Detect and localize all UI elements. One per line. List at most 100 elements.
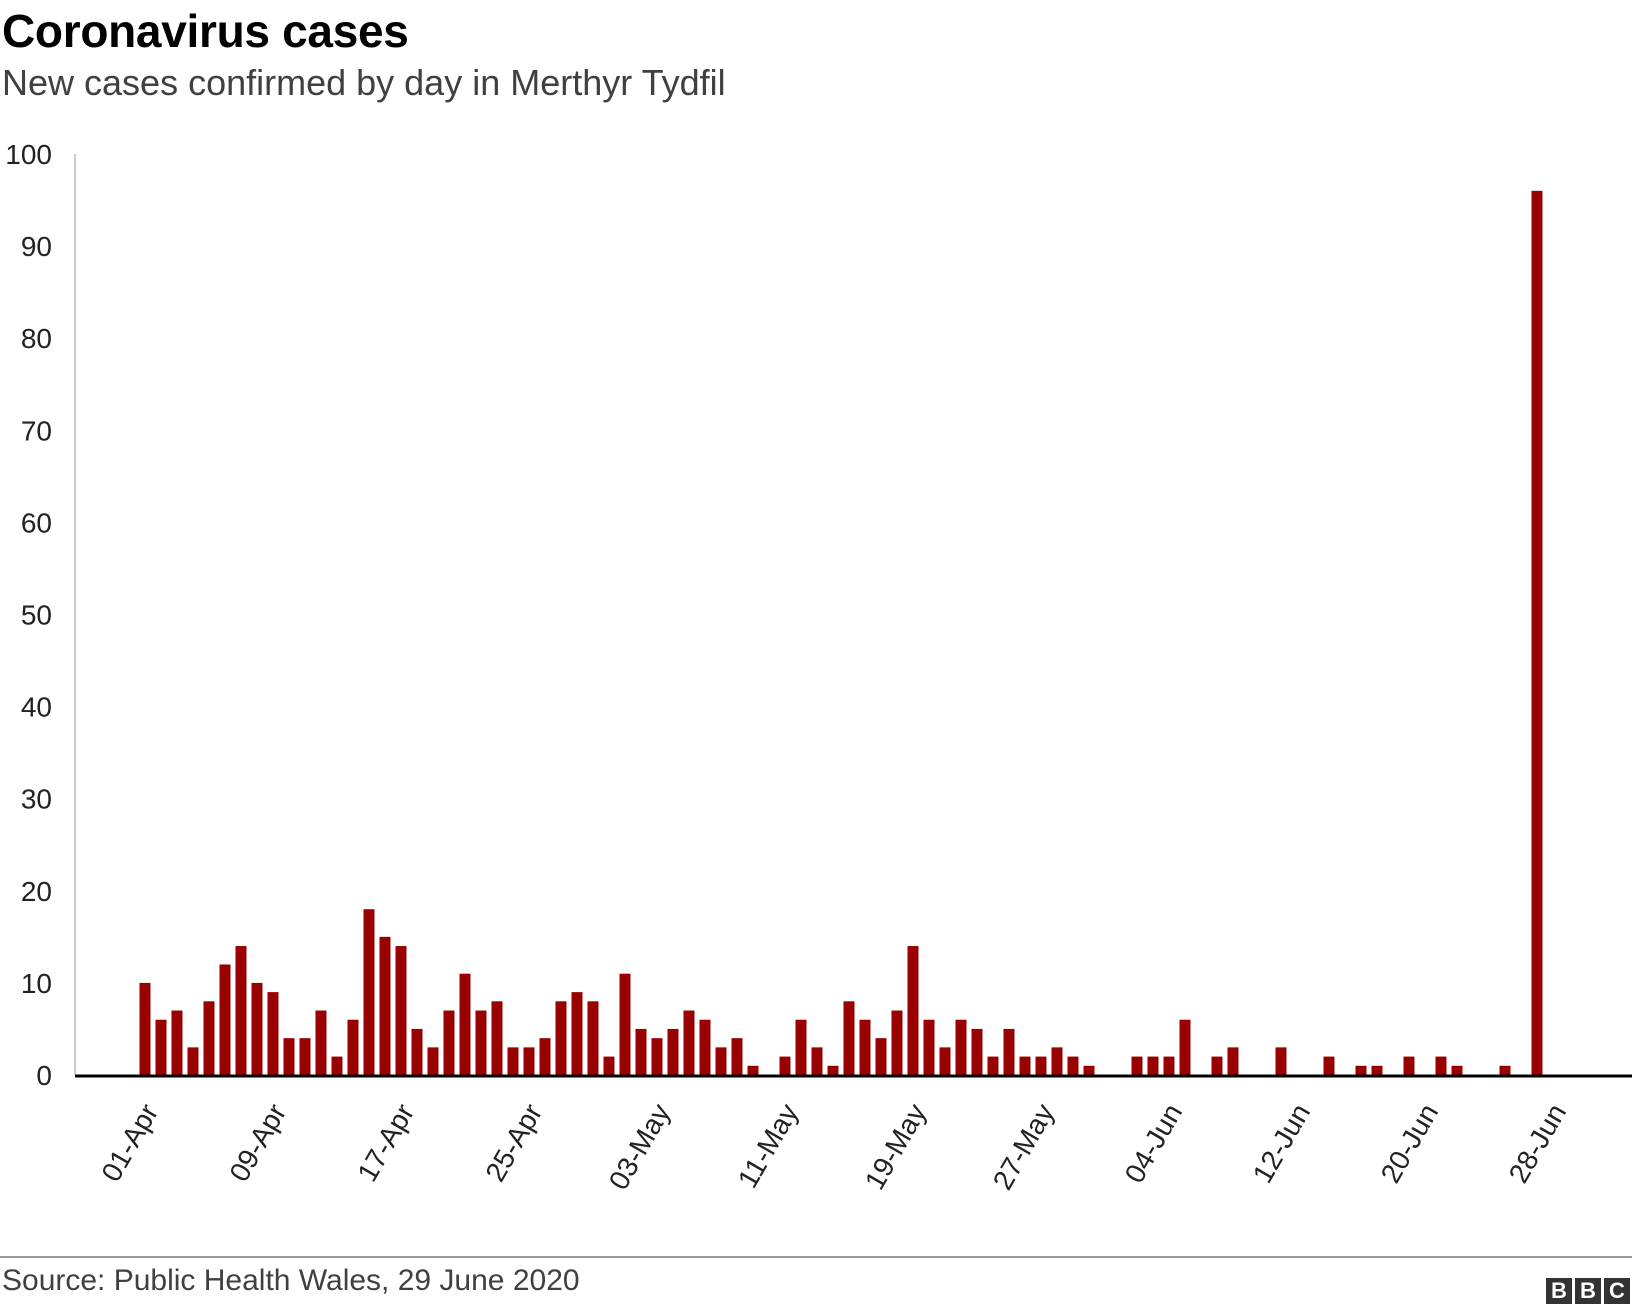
bar bbox=[187, 1047, 199, 1075]
bar bbox=[923, 1019, 935, 1075]
bar bbox=[347, 1019, 359, 1075]
bar bbox=[363, 909, 375, 1075]
bar bbox=[635, 1028, 647, 1075]
bar-chart: 0 10 20 30 40 50 60 70 80 90 100 01-Apr 09-Apr 17-Apr… bbox=[5, 139, 1632, 1195]
footer-divider bbox=[0, 1256, 1632, 1258]
bar bbox=[1003, 1028, 1015, 1075]
bar bbox=[395, 946, 407, 1075]
bar bbox=[1147, 1056, 1159, 1075]
bar bbox=[379, 936, 391, 1075]
y-tick-label: 50 bbox=[21, 600, 52, 631]
x-tick-label: 20-Jun bbox=[1375, 1099, 1445, 1189]
y-tick-label: 40 bbox=[21, 692, 52, 723]
chart-subtitle: New cases confirmed by day in Merthyr Ty… bbox=[2, 62, 726, 103]
bar bbox=[507, 1047, 519, 1075]
bar bbox=[1499, 1065, 1511, 1075]
bar bbox=[523, 1047, 535, 1075]
bar bbox=[1035, 1056, 1047, 1075]
x-tick-label: 09-Apr bbox=[223, 1099, 292, 1187]
bar bbox=[571, 992, 583, 1075]
bar bbox=[299, 1038, 311, 1075]
bar bbox=[411, 1028, 423, 1075]
bar bbox=[1435, 1056, 1447, 1075]
bar bbox=[315, 1010, 327, 1075]
bar bbox=[747, 1065, 759, 1075]
bar bbox=[683, 1010, 695, 1075]
chart-title: Coronavirus cases bbox=[2, 5, 409, 57]
bar bbox=[955, 1019, 967, 1075]
bar bbox=[1275, 1047, 1287, 1075]
bar bbox=[875, 1038, 887, 1075]
bar bbox=[811, 1047, 823, 1075]
bar bbox=[859, 1019, 871, 1075]
bar bbox=[699, 1019, 711, 1075]
bar bbox=[715, 1047, 727, 1075]
source-note: Source: Public Health Wales, 29 June 202… bbox=[2, 1264, 580, 1297]
bar bbox=[891, 1010, 903, 1075]
bar bbox=[475, 1010, 487, 1075]
x-tick-label: 12-Jun bbox=[1247, 1099, 1317, 1189]
y-tick-label: 90 bbox=[21, 231, 52, 262]
x-tick-label: 01-Apr bbox=[95, 1099, 164, 1187]
bar bbox=[603, 1056, 615, 1075]
bar bbox=[907, 946, 919, 1075]
bar bbox=[203, 1001, 215, 1075]
bar bbox=[283, 1038, 295, 1075]
x-tick-label: 17-Apr bbox=[351, 1099, 420, 1187]
y-tick-label: 10 bbox=[21, 968, 52, 999]
bar bbox=[443, 1010, 455, 1075]
bbc-logo-block: C bbox=[1604, 1278, 1630, 1304]
bar bbox=[1355, 1065, 1367, 1075]
bar bbox=[331, 1056, 343, 1075]
bar bbox=[459, 973, 471, 1075]
bar bbox=[939, 1047, 951, 1075]
bar bbox=[779, 1056, 791, 1075]
bar bbox=[251, 982, 263, 1075]
bar bbox=[1211, 1056, 1223, 1075]
bar bbox=[1083, 1065, 1095, 1075]
y-tick-label: 80 bbox=[21, 323, 52, 354]
bar bbox=[667, 1028, 679, 1075]
y-tick-label: 0 bbox=[36, 1060, 52, 1091]
bar bbox=[1403, 1056, 1415, 1075]
bar bbox=[1323, 1056, 1335, 1075]
bar bbox=[1531, 190, 1543, 1076]
bar bbox=[555, 1001, 567, 1075]
x-tick-label: 03-May bbox=[603, 1099, 677, 1195]
bar bbox=[1179, 1019, 1191, 1075]
x-tick-label: 28-Jun bbox=[1503, 1099, 1573, 1189]
bar bbox=[155, 1019, 167, 1075]
bar bbox=[731, 1038, 743, 1075]
bar bbox=[619, 973, 631, 1075]
bar bbox=[1019, 1056, 1031, 1075]
bbc-logo-block: B bbox=[1575, 1278, 1601, 1304]
bar bbox=[235, 946, 247, 1075]
bar bbox=[267, 992, 279, 1075]
bar bbox=[1051, 1047, 1063, 1075]
bar bbox=[171, 1010, 183, 1075]
bbc-logo-block: B bbox=[1546, 1278, 1572, 1304]
bar bbox=[1371, 1065, 1383, 1075]
bar bbox=[1451, 1065, 1463, 1075]
bar bbox=[1131, 1056, 1143, 1075]
bar bbox=[491, 1001, 503, 1075]
x-tick-label: 19-May bbox=[859, 1099, 933, 1195]
y-tick-label: 100 bbox=[5, 139, 52, 170]
bar bbox=[827, 1065, 839, 1075]
y-tick-label: 20 bbox=[21, 876, 52, 907]
x-tick-label: 25-Apr bbox=[479, 1099, 548, 1187]
y-tick-label: 30 bbox=[21, 784, 52, 815]
bar bbox=[971, 1028, 983, 1075]
x-tick-label: 11-May bbox=[732, 1099, 804, 1194]
y-tick-label: 60 bbox=[21, 507, 52, 538]
x-tick-label: 27-May bbox=[987, 1099, 1061, 1195]
bar bbox=[139, 982, 151, 1075]
bar bbox=[795, 1019, 807, 1075]
x-tick-label: 04-Jun bbox=[1119, 1099, 1189, 1189]
bar bbox=[427, 1047, 439, 1075]
bbc-logo: B B C bbox=[1546, 1278, 1630, 1304]
y-tick-label: 70 bbox=[21, 415, 52, 446]
bar bbox=[1163, 1056, 1175, 1075]
bar bbox=[651, 1038, 663, 1075]
bar bbox=[1067, 1056, 1079, 1075]
